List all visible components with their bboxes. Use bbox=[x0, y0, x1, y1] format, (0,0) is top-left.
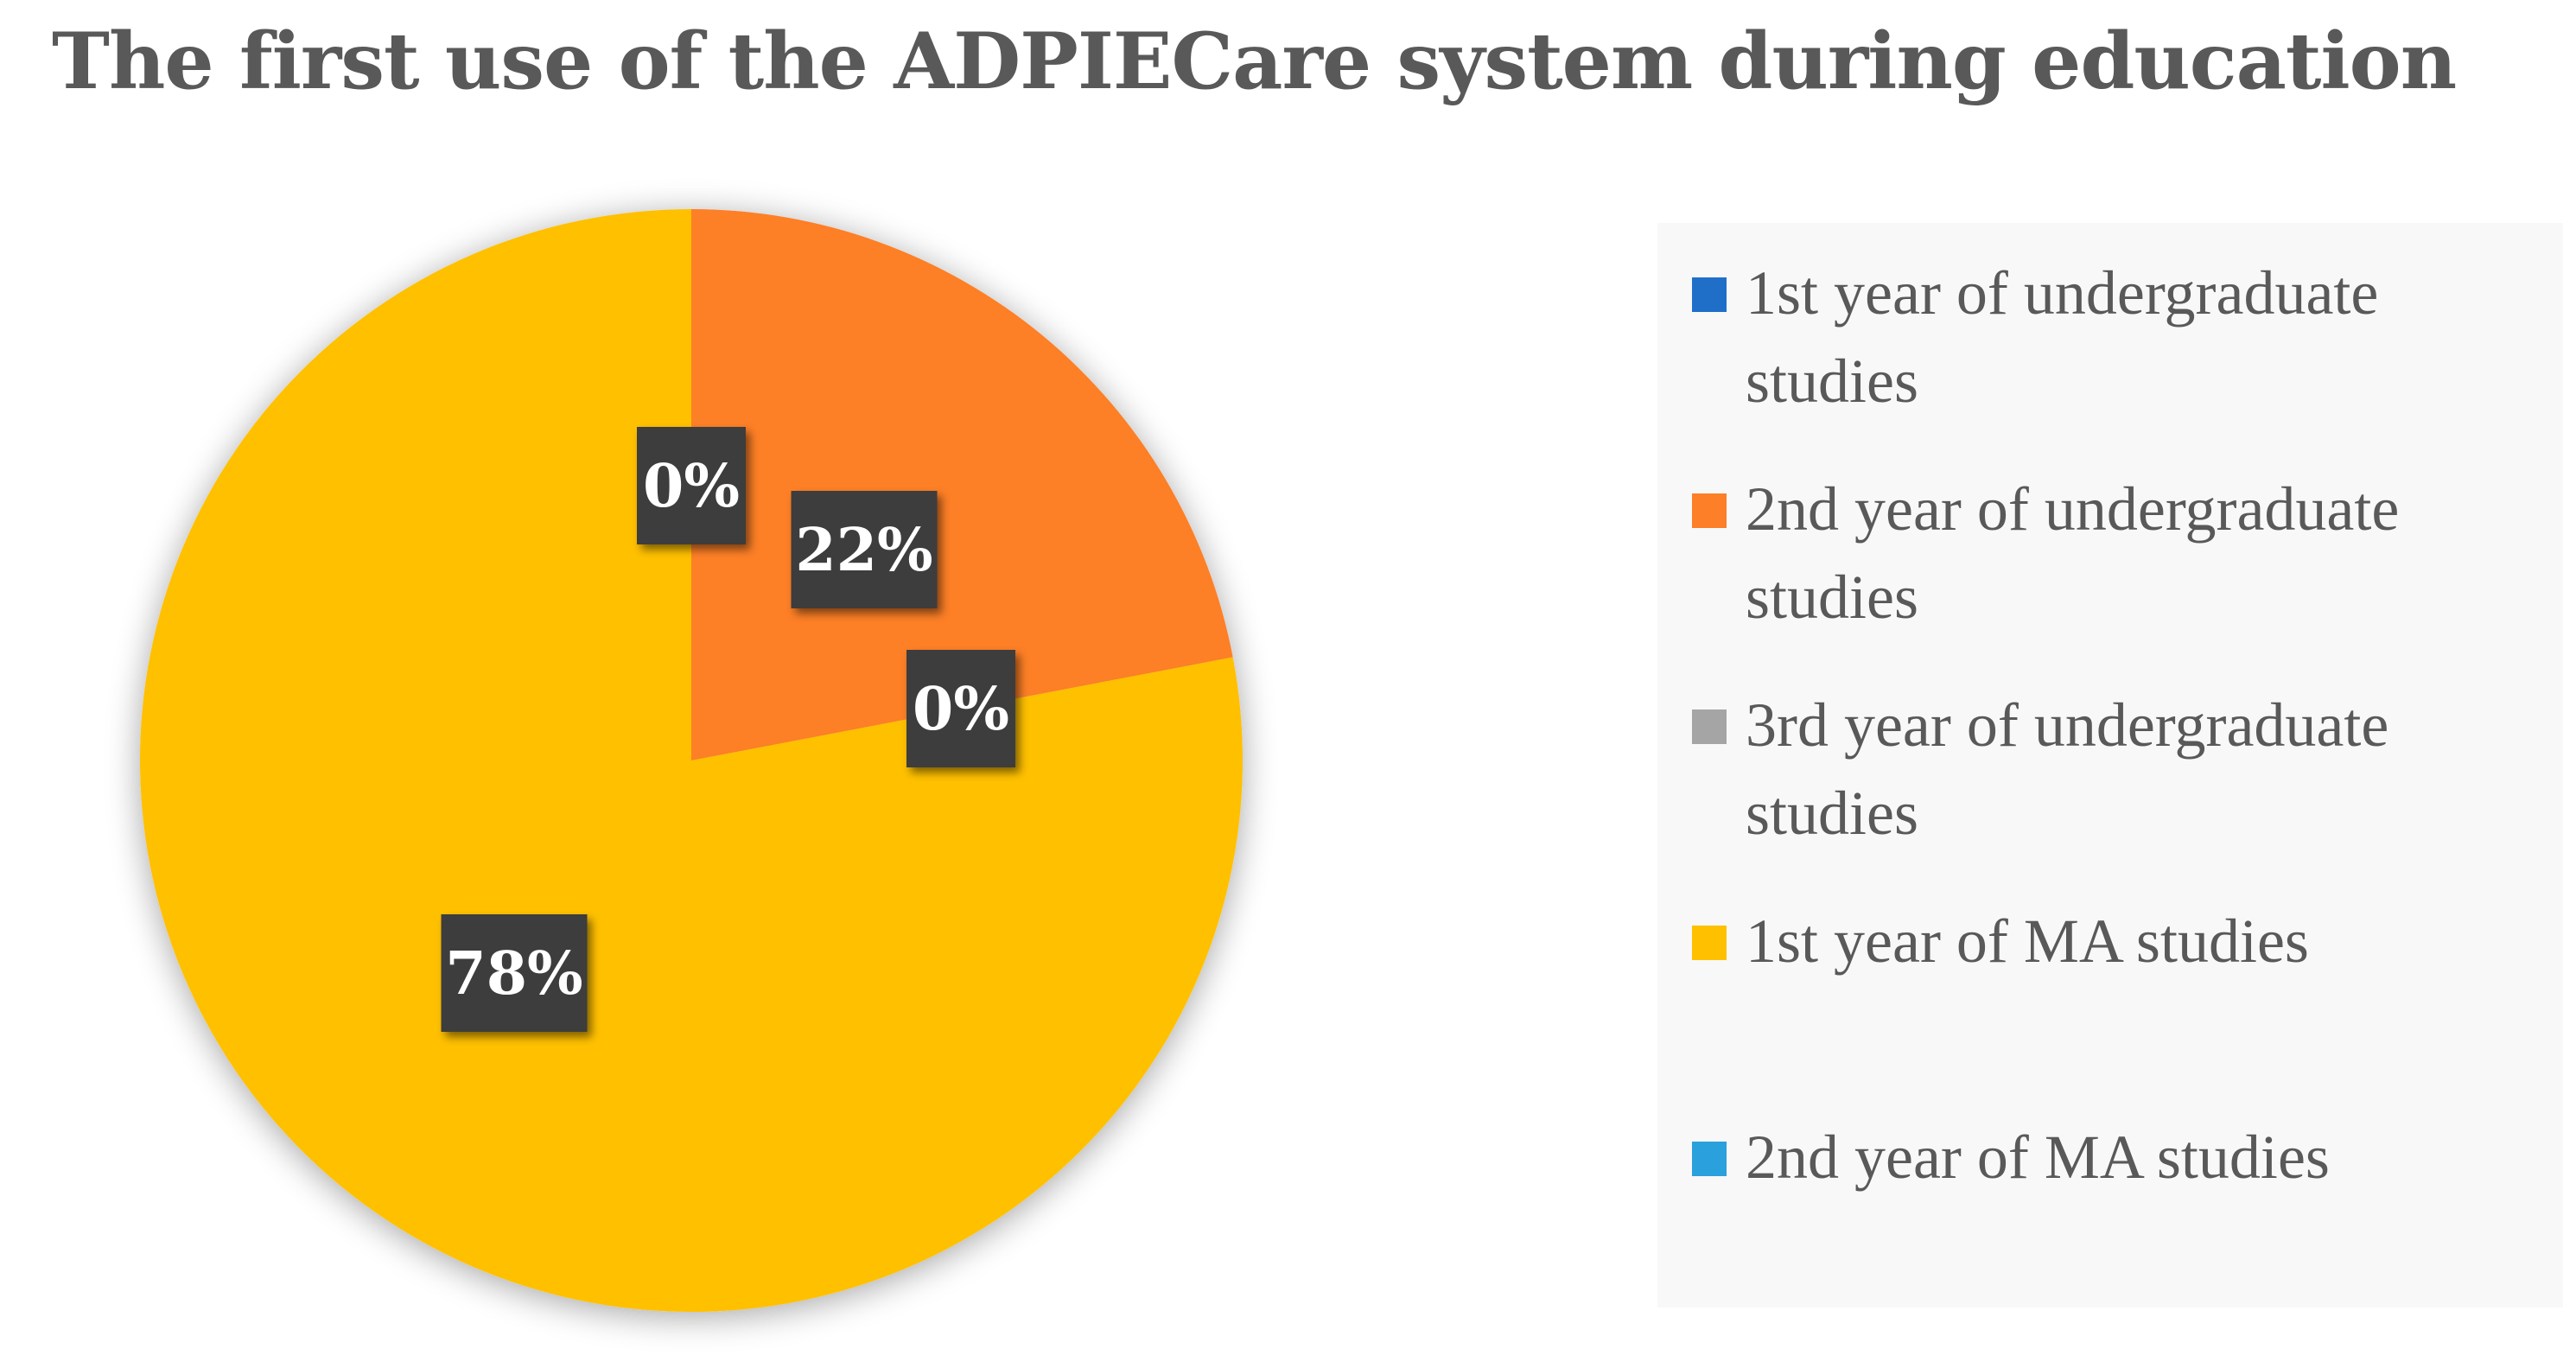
data-label-text: 78% bbox=[445, 939, 582, 1009]
data-label-box bbox=[637, 427, 746, 544]
data-label-box bbox=[906, 650, 1015, 767]
data-label-box bbox=[791, 491, 938, 608]
legend-label: 1st year of undergraduate studies bbox=[1746, 258, 2379, 416]
data-label-text: 0% bbox=[913, 675, 1009, 744]
data-label-text: 22% bbox=[795, 516, 932, 585]
data-label: 22% bbox=[791, 491, 938, 608]
legend-label: 2nd year of undergraduate studies bbox=[1746, 474, 2400, 632]
legend-swatch bbox=[1692, 926, 1727, 960]
legend-swatch bbox=[1692, 493, 1727, 528]
legend-swatch bbox=[1692, 277, 1727, 312]
legend-label: 3rd year of undergraduate studies bbox=[1746, 690, 2389, 848]
data-label: 0% bbox=[906, 650, 1015, 767]
data-label: 0% bbox=[637, 427, 746, 544]
pie-slice bbox=[691, 209, 1233, 760]
pie-chart: 0% 22% 0% 78% bbox=[139, 209, 1243, 1313]
legend: 1st year of undergraduate studies 2nd ye… bbox=[1657, 223, 2563, 1308]
data-label: 78% bbox=[441, 914, 588, 1032]
pie-slice bbox=[139, 209, 1243, 1313]
data-label-box bbox=[441, 914, 588, 1032]
legend-swatch bbox=[1692, 1142, 1727, 1176]
legend-label: 1st year of MA studies bbox=[1746, 907, 2309, 976]
chart-title: The first use of the ADPIECare system du… bbox=[52, 16, 2457, 107]
data-label-text: 0% bbox=[643, 452, 740, 521]
legend-swatch bbox=[1692, 709, 1727, 744]
legend-label: 2nd year of MA studies bbox=[1746, 1123, 2330, 1192]
